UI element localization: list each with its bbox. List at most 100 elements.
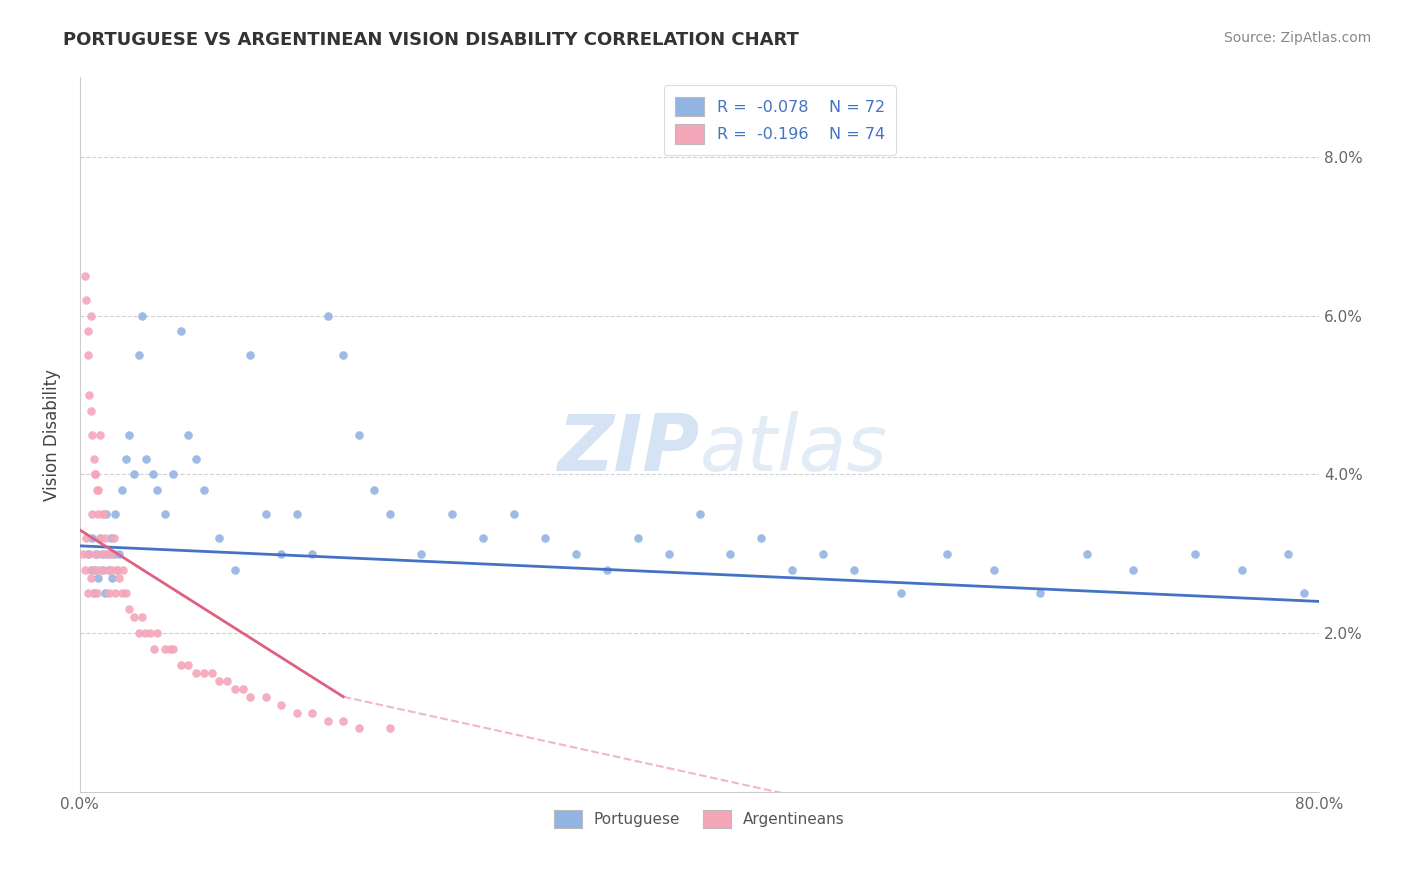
Point — [105, 563, 128, 577]
Point — [844, 563, 866, 577]
Point — [83, 586, 105, 600]
Point — [316, 714, 339, 728]
Point — [285, 507, 308, 521]
Point — [162, 467, 184, 482]
Point — [104, 586, 127, 600]
Point — [1230, 563, 1253, 577]
Point — [128, 348, 150, 362]
Point — [1277, 547, 1299, 561]
Legend: Portuguese, Argentineans: Portuguese, Argentineans — [548, 804, 851, 834]
Point — [231, 681, 253, 696]
Point — [101, 563, 124, 577]
Point — [1292, 586, 1315, 600]
Point — [101, 571, 124, 585]
Point — [193, 483, 215, 498]
Point — [122, 467, 145, 482]
Point — [76, 348, 98, 362]
Point — [87, 483, 110, 498]
Point — [720, 547, 742, 561]
Point — [1076, 547, 1098, 561]
Point — [86, 586, 108, 600]
Point — [270, 698, 292, 712]
Point — [689, 507, 711, 521]
Point — [184, 451, 207, 466]
Point — [626, 531, 648, 545]
Point — [983, 563, 1005, 577]
Point — [80, 404, 103, 418]
Point — [84, 467, 107, 482]
Point — [77, 388, 100, 402]
Point — [138, 626, 160, 640]
Point — [89, 427, 111, 442]
Point — [595, 563, 617, 577]
Point — [215, 673, 238, 688]
Point — [285, 706, 308, 720]
Point — [84, 547, 107, 561]
Point — [162, 642, 184, 657]
Point — [103, 547, 125, 561]
Point — [73, 268, 96, 283]
Point — [347, 427, 370, 442]
Point — [73, 563, 96, 577]
Point — [224, 563, 246, 577]
Point — [82, 507, 104, 521]
Point — [89, 531, 111, 545]
Point — [1122, 563, 1144, 577]
Point — [80, 563, 103, 577]
Point — [200, 665, 222, 680]
Y-axis label: Vision Disability: Vision Disability — [44, 368, 60, 500]
Point — [153, 642, 176, 657]
Point — [91, 507, 114, 521]
Point — [105, 563, 128, 577]
Point — [208, 531, 231, 545]
Point — [254, 690, 277, 704]
Point — [254, 507, 277, 521]
Text: ZIP: ZIP — [557, 411, 700, 487]
Point — [82, 531, 104, 545]
Point — [118, 602, 141, 616]
Point — [90, 547, 112, 561]
Point — [91, 563, 114, 577]
Point — [97, 563, 120, 577]
Point — [84, 467, 107, 482]
Point — [177, 657, 200, 672]
Point — [184, 665, 207, 680]
Point — [378, 722, 401, 736]
Point — [146, 483, 169, 498]
Point — [115, 586, 138, 600]
Point — [122, 610, 145, 624]
Point — [84, 563, 107, 577]
Point — [87, 563, 110, 577]
Point — [80, 309, 103, 323]
Point — [96, 507, 118, 521]
Point — [87, 571, 110, 585]
Point — [169, 657, 191, 672]
Point — [1029, 586, 1052, 600]
Point — [159, 642, 181, 657]
Text: Source: ZipAtlas.com: Source: ZipAtlas.com — [1223, 31, 1371, 45]
Point — [76, 547, 98, 561]
Point — [128, 626, 150, 640]
Point — [72, 547, 94, 561]
Point — [332, 348, 354, 362]
Point — [82, 427, 104, 442]
Point — [1184, 547, 1206, 561]
Text: PORTUGUESE VS ARGENTINEAN VISION DISABILITY CORRELATION CHART: PORTUGUESE VS ARGENTINEAN VISION DISABIL… — [63, 31, 799, 49]
Point — [239, 690, 262, 704]
Point — [301, 547, 323, 561]
Point — [98, 563, 121, 577]
Point — [169, 325, 191, 339]
Point — [936, 547, 959, 561]
Point — [115, 451, 138, 466]
Point — [100, 531, 122, 545]
Point — [440, 507, 463, 521]
Point — [77, 547, 100, 561]
Point — [75, 531, 97, 545]
Point — [142, 467, 165, 482]
Point — [89, 531, 111, 545]
Point — [100, 547, 122, 561]
Point — [471, 531, 494, 545]
Point — [98, 586, 121, 600]
Point — [83, 586, 105, 600]
Point — [103, 531, 125, 545]
